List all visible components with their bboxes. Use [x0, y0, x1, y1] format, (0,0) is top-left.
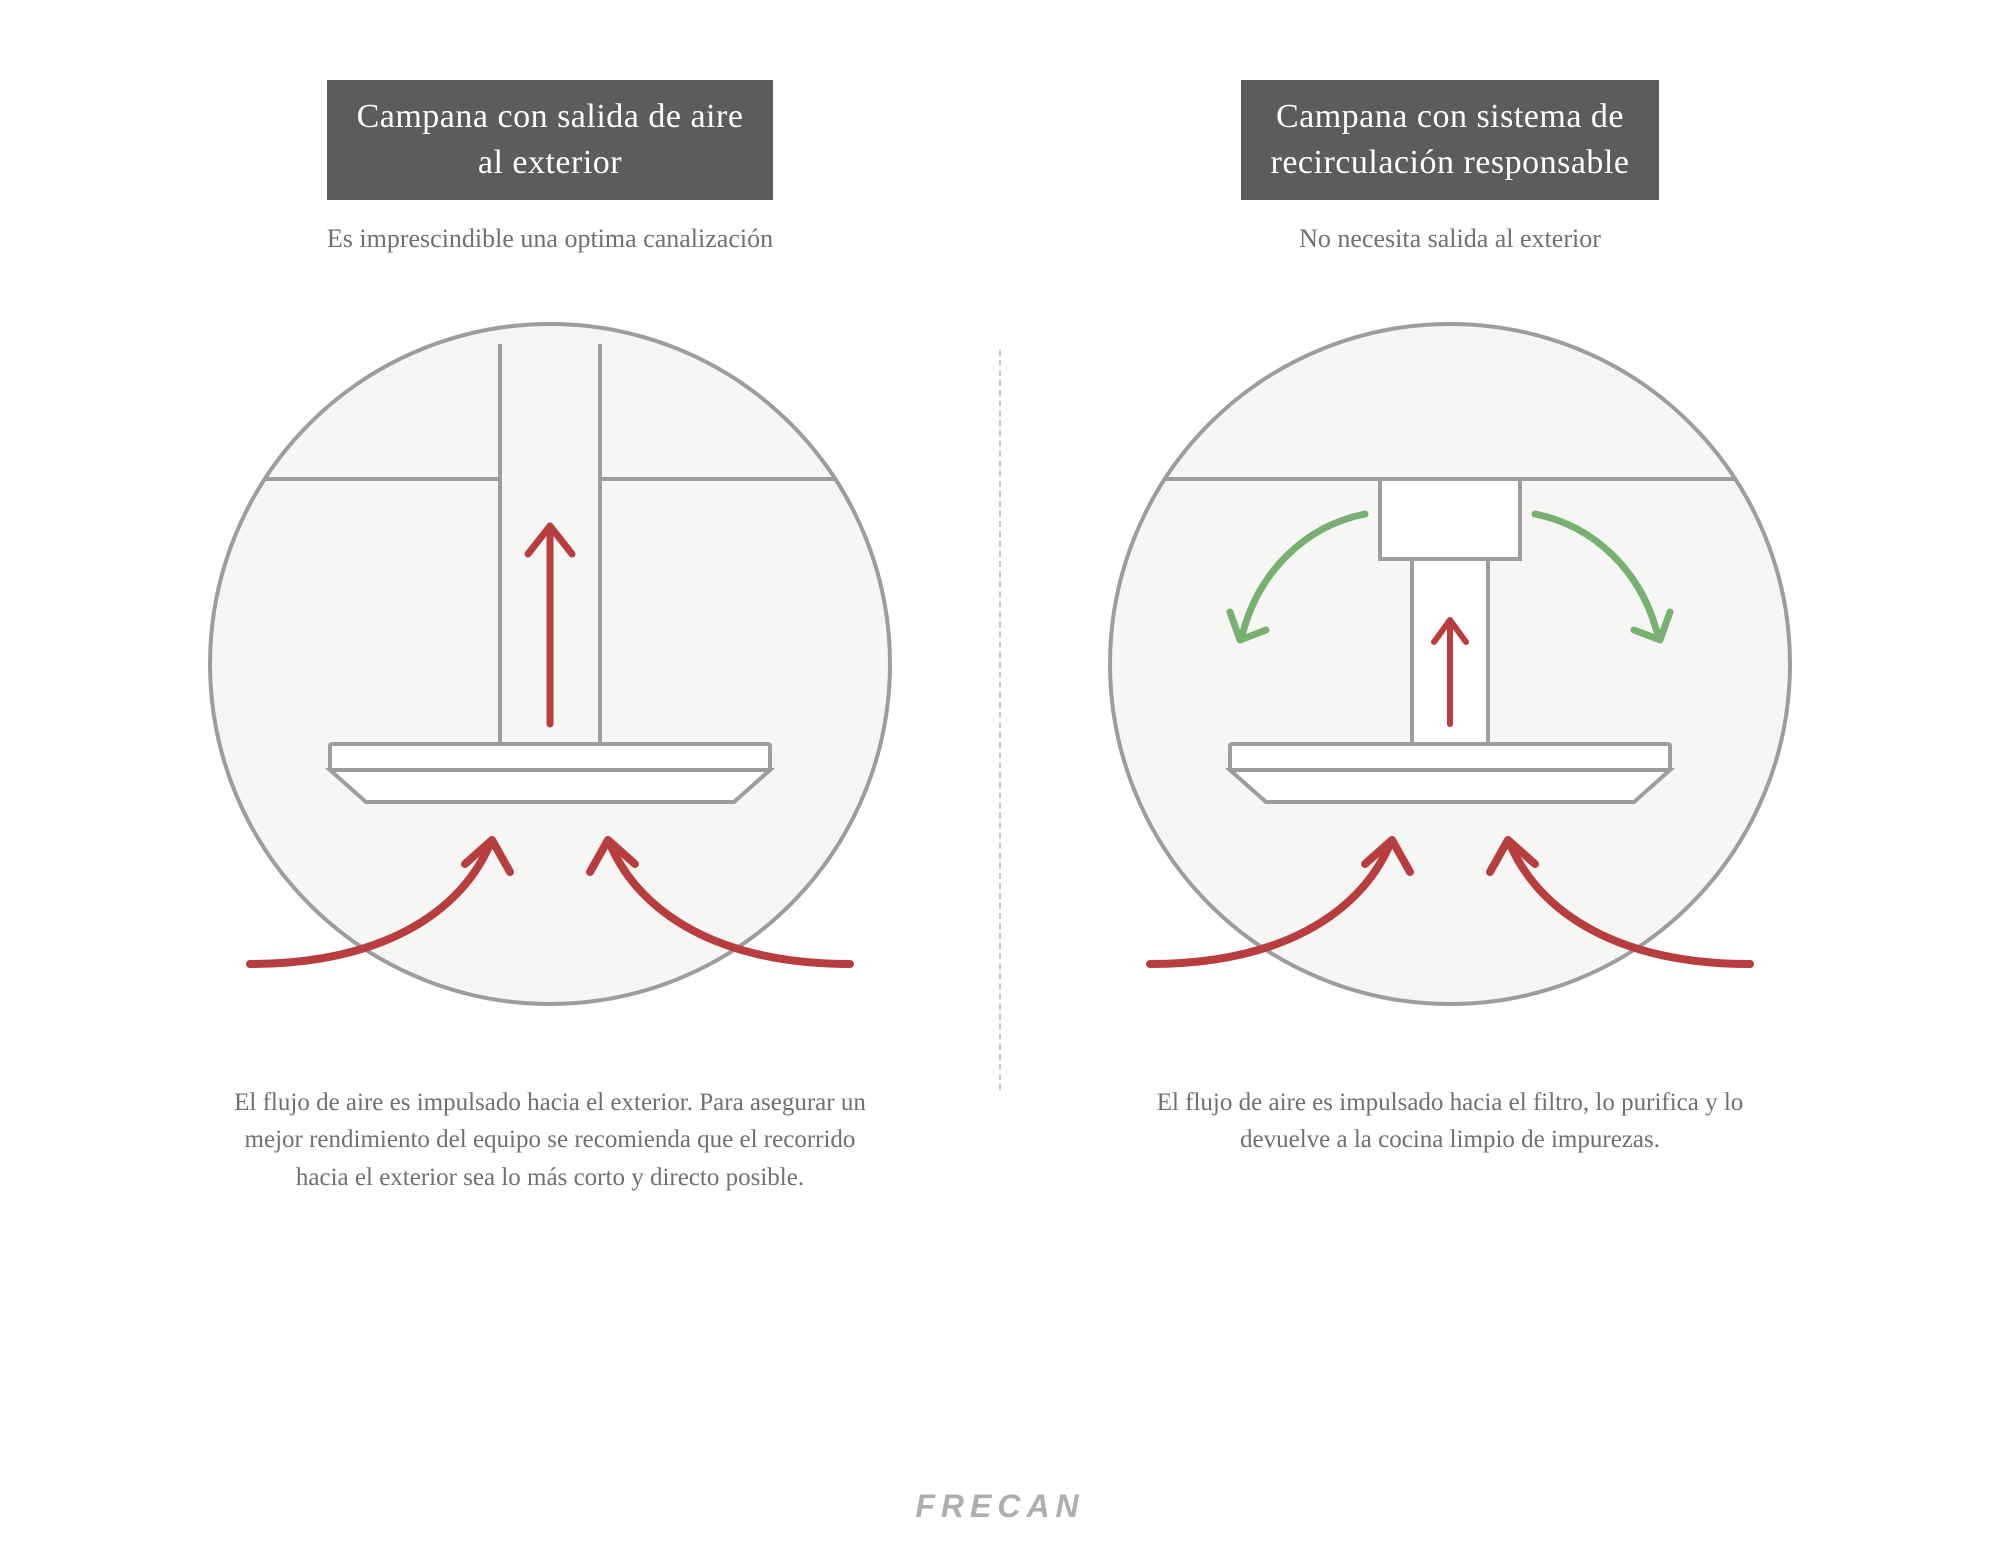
title-line: Campana con sistema de	[1276, 98, 1624, 135]
hood-shape	[1230, 744, 1670, 802]
diagram-recirculation	[1090, 304, 1810, 1024]
vertical-divider	[999, 350, 1001, 1090]
hood-shape	[330, 744, 770, 802]
comparison-container: Campana con salida de aire al exterior E…	[0, 0, 2000, 1545]
description-recirculation: El flujo de aire es impulsado hacia el f…	[1130, 1084, 1770, 1159]
brand-logo: FRECAN	[915, 1488, 1084, 1525]
panel-recirculation: Campana con sistema de recirculación res…	[1000, 80, 1900, 1505]
diagram-exterior	[190, 304, 910, 1024]
panel-exterior: Campana con salida de aire al exterior E…	[100, 80, 1000, 1505]
title-line: recirculación responsable	[1271, 144, 1630, 181]
diagram-svg-recirculation	[1090, 304, 1810, 1024]
diagram-svg-exterior	[190, 304, 910, 1024]
description-exterior: El flujo de aire es impulsado hacia el e…	[230, 1084, 870, 1197]
subtitle-recirculation: No necesita salida al exterior	[1299, 224, 1601, 254]
title-exterior: Campana con salida de aire al exterior	[327, 80, 774, 200]
filter-box	[1380, 479, 1520, 559]
title-recirculation: Campana con sistema de recirculación res…	[1241, 80, 1660, 200]
title-line: al exterior	[478, 144, 622, 181]
subtitle-exterior: Es imprescindible una optima canalizació…	[327, 224, 773, 254]
title-line: Campana con salida de aire	[357, 98, 744, 135]
